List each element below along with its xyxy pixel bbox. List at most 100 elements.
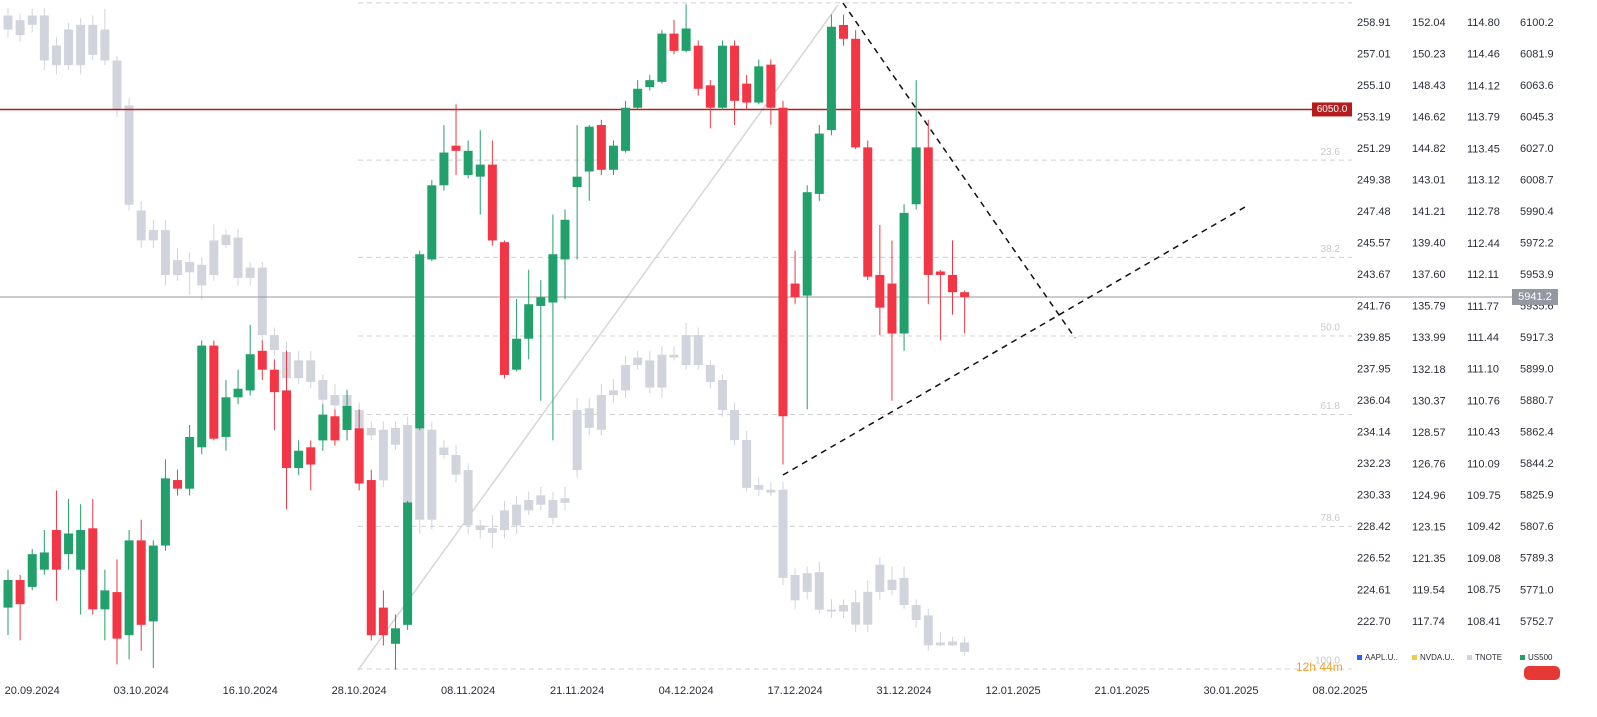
price-label: 5941.2 <box>1518 291 1552 303</box>
y-tick-label: 146.62 <box>1412 112 1446 124</box>
legend-swatch <box>1520 655 1525 660</box>
y-tick-label: 139.40 <box>1412 238 1446 250</box>
candle-body <box>512 504 522 526</box>
candle-body <box>475 525 485 531</box>
candle-body <box>39 15 49 61</box>
x-tick-label: 12.01.2025 <box>986 685 1041 697</box>
candle-body <box>136 540 146 625</box>
y-tick-label: 239.85 <box>1357 332 1391 344</box>
candle-body <box>572 176 582 188</box>
candle-body <box>608 390 618 396</box>
candle-body <box>766 64 776 108</box>
y-tick-label: 5880.7 <box>1520 395 1554 407</box>
y-tick-label: 5825.9 <box>1520 490 1554 502</box>
legend-label: TNOTE <box>1475 653 1502 662</box>
y-tick-label: 5990.4 <box>1520 206 1554 218</box>
candle-body <box>524 500 534 511</box>
y-tick-label: 112.78 <box>1467 206 1500 218</box>
candle-body <box>76 530 86 570</box>
candle-body <box>366 427 376 436</box>
candle-body <box>451 145 461 151</box>
x-tick-label: 16.10.2024 <box>223 685 278 697</box>
candle-body <box>88 24 98 55</box>
candle-body <box>608 145 618 170</box>
y-tick-label: 5844.2 <box>1520 458 1554 470</box>
y-tick-label: 237.95 <box>1357 364 1391 376</box>
legend-swatch <box>1412 655 1417 660</box>
candle-body <box>257 350 267 370</box>
y-tick-label: 126.76 <box>1412 458 1446 470</box>
candle-body <box>487 528 497 533</box>
y-tick-label: 257.01 <box>1357 48 1391 60</box>
candle-body <box>112 60 122 111</box>
candle-body <box>960 642 970 652</box>
candle-body <box>112 592 122 639</box>
y-tick-label: 6027.0 <box>1520 143 1554 155</box>
candle-body <box>960 292 970 297</box>
y-tick-label: 228.42 <box>1357 521 1391 533</box>
x-tick-label: 20.09.2024 <box>5 685 60 697</box>
fib-label: 61.8 <box>1321 401 1341 412</box>
y-tick-label: 113.45 <box>1467 143 1500 155</box>
candle-body <box>306 447 316 465</box>
y-tick-label: 141.21 <box>1412 206 1446 218</box>
candle-body <box>839 605 849 612</box>
y-tick-label: 5807.6 <box>1520 521 1554 533</box>
candle-body <box>487 164 497 241</box>
candle-body <box>294 360 304 379</box>
candle-body <box>754 485 764 490</box>
fib-label: 38.2 <box>1321 244 1341 255</box>
y-tick-label: 143.01 <box>1412 175 1446 187</box>
candle-body <box>693 45 703 89</box>
candle-body <box>403 502 413 625</box>
trend-line <box>782 206 1246 476</box>
legend-label: AAPL.U.. <box>1365 653 1398 662</box>
candle-body <box>790 575 800 601</box>
y-tick-label: 132.18 <box>1412 364 1446 376</box>
y-tick-label: 6045.3 <box>1520 111 1554 123</box>
candle-body <box>633 88 643 108</box>
candle-body <box>463 150 473 175</box>
y-tick-label: 5789.3 <box>1520 553 1554 565</box>
candle-body <box>475 164 485 177</box>
y-tick-label: 6081.9 <box>1520 48 1554 60</box>
legend-badge[interactable] <box>1524 666 1560 680</box>
y-tick-label: 108.75 <box>1467 584 1501 596</box>
candle-body <box>802 192 812 296</box>
y-tick-label: 110.09 <box>1467 458 1500 470</box>
candle-body <box>596 395 606 430</box>
y-tick-label: 124.96 <box>1412 490 1446 502</box>
x-tick-label: 31.12.2024 <box>877 685 932 697</box>
candle-body <box>209 345 219 439</box>
legend-swatch <box>1357 655 1362 660</box>
fib-label: 50.0 <box>1321 323 1341 334</box>
candle-body <box>512 338 522 370</box>
y-tick-label: 230.33 <box>1357 490 1391 502</box>
y-tick-label: 6063.6 <box>1520 80 1554 92</box>
x-tick-label: 03.10.2024 <box>114 685 169 697</box>
candle-body <box>136 210 146 241</box>
y-tick-label: 111.77 <box>1467 301 1499 313</box>
candle-body <box>814 133 824 194</box>
y-tick-label: 251.29 <box>1357 143 1391 155</box>
candle-body <box>173 480 183 489</box>
y-tick-label: 5972.2 <box>1520 237 1554 249</box>
candle-body <box>536 495 546 505</box>
candle-body <box>160 230 170 276</box>
candle-body <box>645 360 655 388</box>
candle-body <box>826 609 836 612</box>
candle-body <box>185 261 195 273</box>
candle-body <box>3 15 13 30</box>
y-tick-label: 6100.2 <box>1520 17 1554 29</box>
candle-body <box>427 429 437 520</box>
candle-body <box>318 380 328 400</box>
candle-body <box>621 365 631 391</box>
candle-body <box>548 500 558 518</box>
candle-body <box>693 335 703 366</box>
candle-body <box>15 580 25 605</box>
candle-body <box>899 212 909 334</box>
candle-body <box>209 240 219 276</box>
candle-body <box>560 498 570 503</box>
alert-label: 6050.0 <box>1317 104 1348 115</box>
candle-body <box>221 234 231 246</box>
